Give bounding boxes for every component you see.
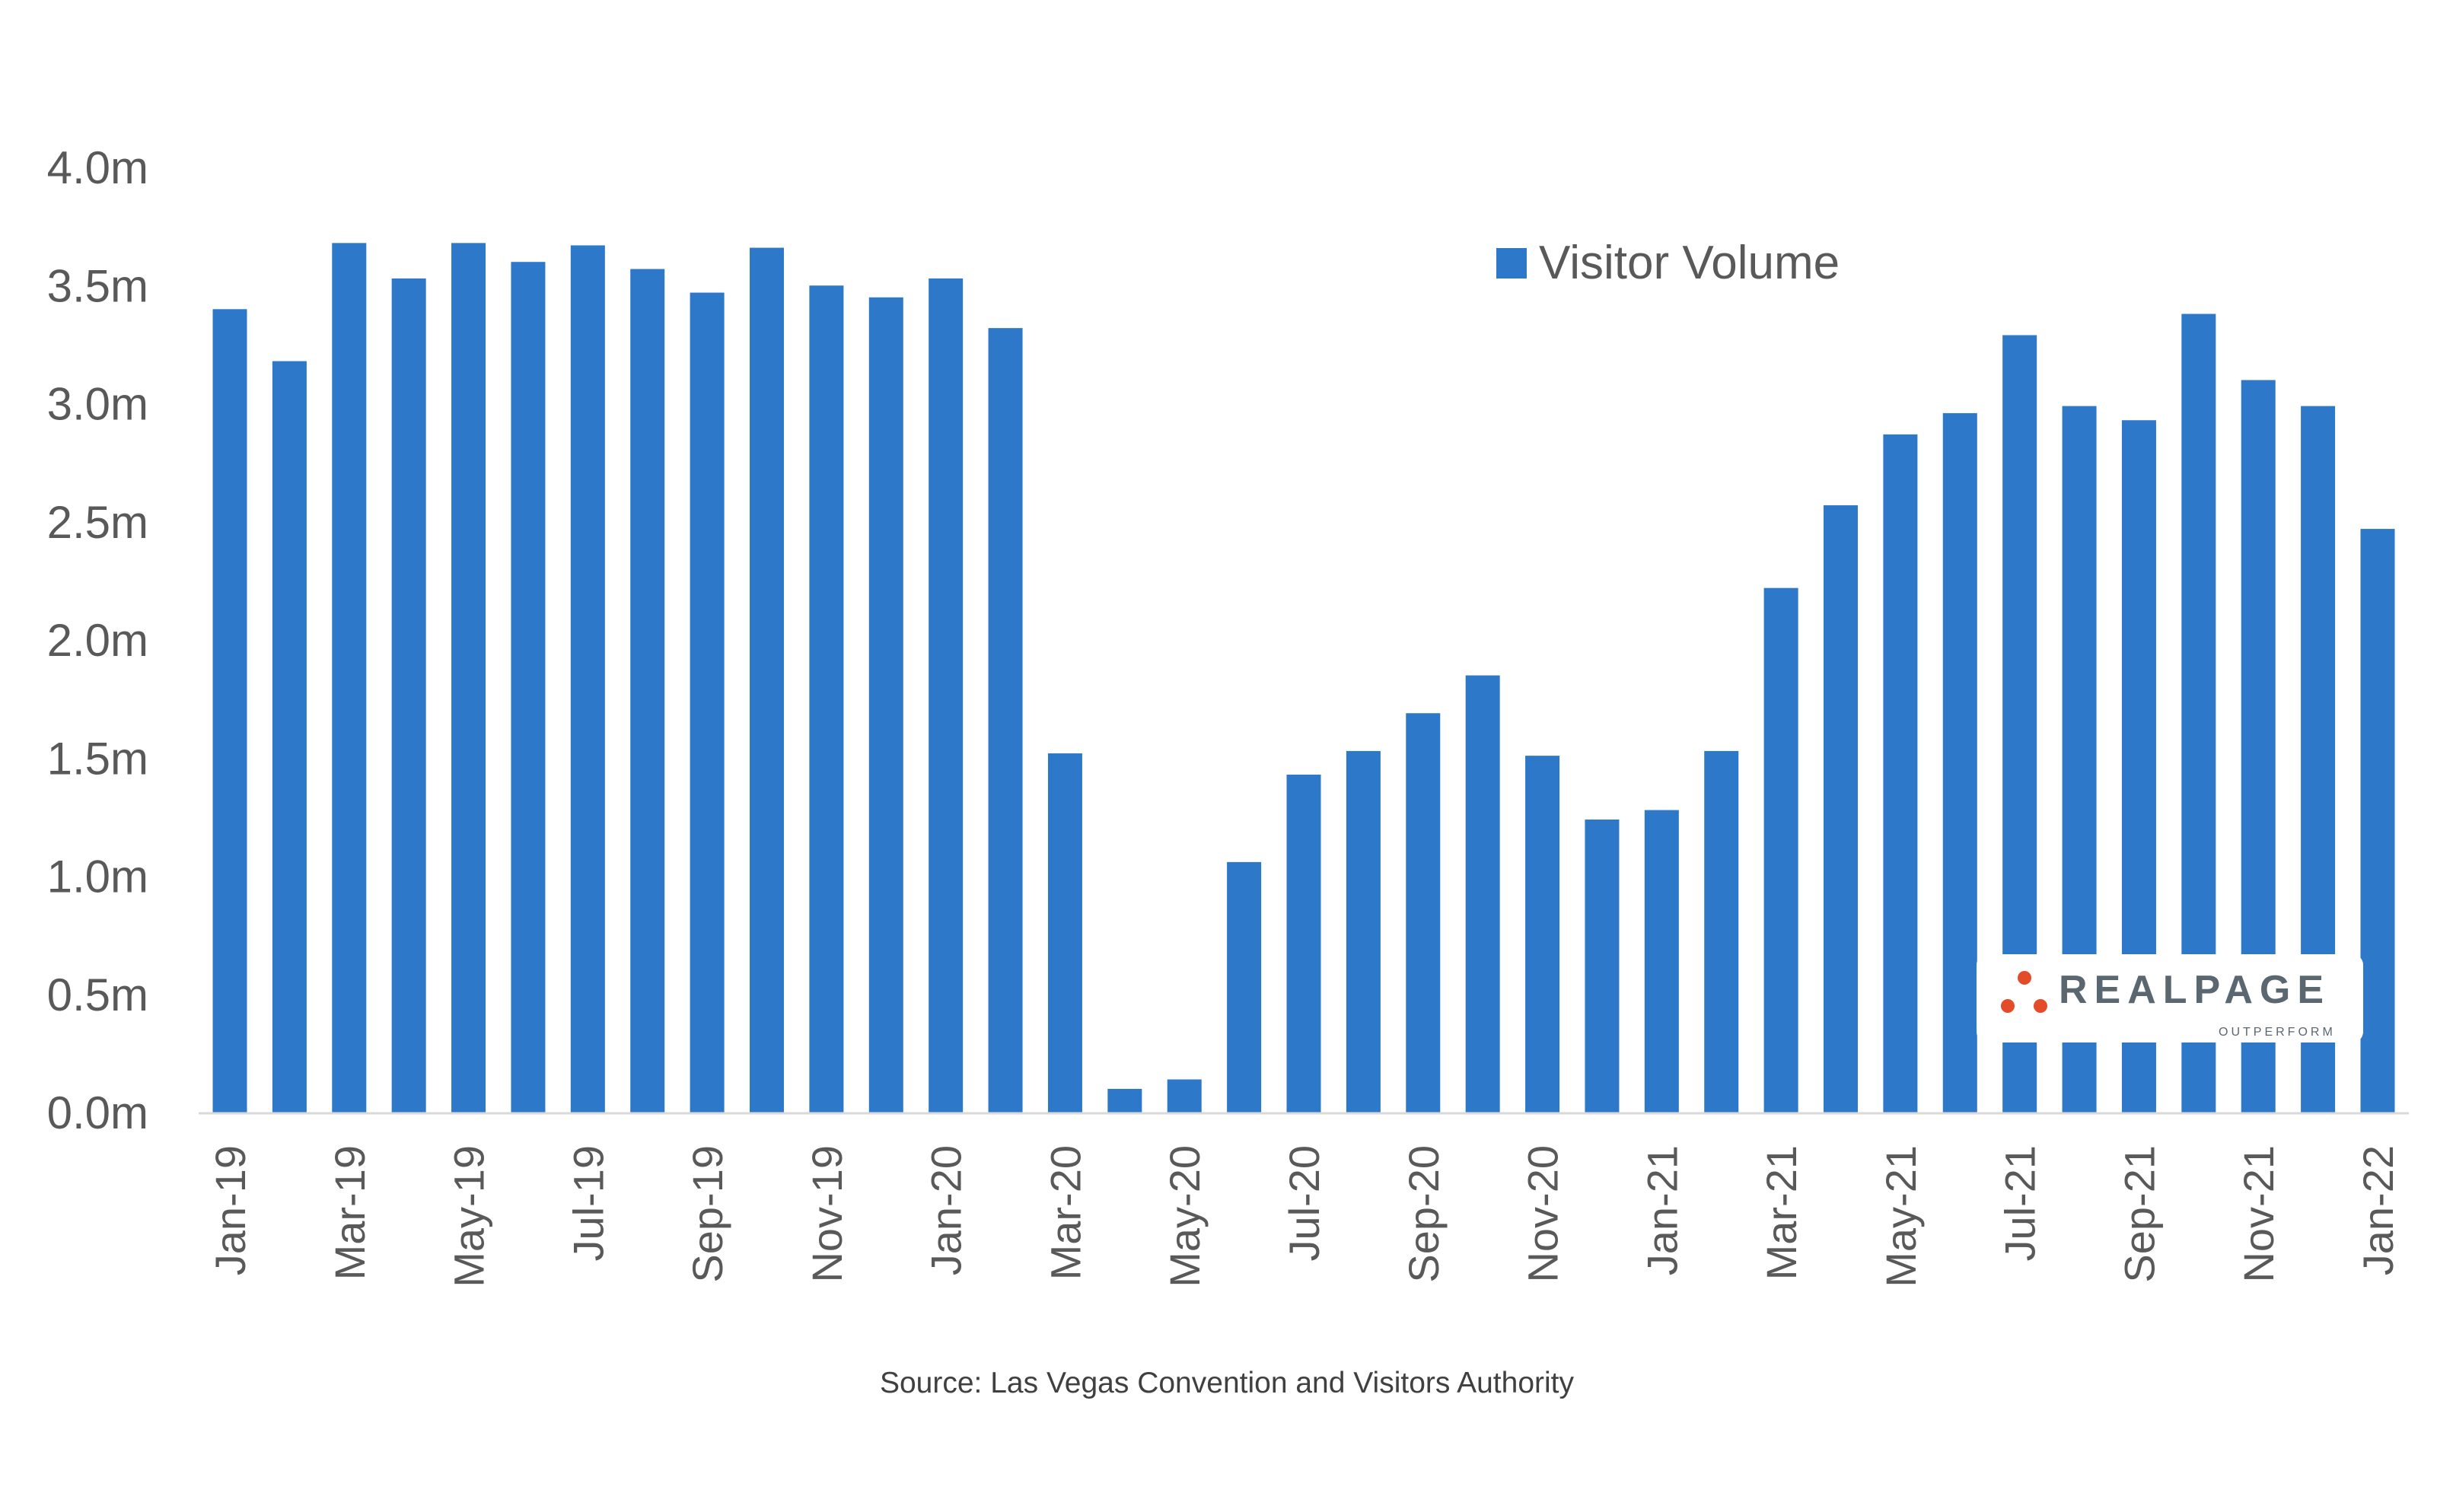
bar-Dec-19	[868, 297, 903, 1113]
legend-label: Visitor Volume	[1539, 237, 1840, 289]
logo-dot	[2034, 999, 2047, 1013]
bar-Oct-20	[1465, 675, 1500, 1113]
logo-dot	[2001, 999, 2015, 1013]
bar-Jan-19	[212, 309, 247, 1113]
bar-Jun-19	[511, 262, 546, 1113]
x-tick-label: Jan-21	[1638, 1145, 1686, 1275]
legend: Visitor Volume	[1496, 237, 1840, 289]
x-tick-label: Jan-20	[922, 1145, 970, 1275]
source-note: Source: Las Vegas Convention and Visitor…	[880, 1367, 1575, 1399]
bar-Sep-20	[1406, 713, 1441, 1113]
logo-tagline: OUTPERFORM	[2219, 1026, 2336, 1039]
x-tick-label: Sep-19	[683, 1145, 731, 1283]
x-tick-label: Jul-19	[564, 1145, 612, 1262]
bar-Jul-20	[1286, 774, 1321, 1113]
x-axis-ticks: Jan-19 Mar-19 May-19 Jul-19 Sep-19 Nov-19 Jan-…	[206, 1145, 2402, 1288]
x-tick-label: Nov-21	[2235, 1145, 2282, 1283]
bar-May-19	[451, 243, 486, 1113]
legend-swatch	[1496, 248, 1527, 279]
bar-Dec-20	[1585, 819, 1620, 1113]
y-tick-label: 2.0m	[47, 615, 148, 666]
x-tick-label: Mar-19	[326, 1145, 374, 1280]
x-tick-label: Jul-20	[1280, 1145, 1328, 1262]
bar-Jan-20	[929, 278, 964, 1113]
bar-Aug-19	[630, 269, 665, 1113]
x-tick-label: May-20	[1161, 1145, 1209, 1288]
bars-group	[212, 243, 2395, 1113]
x-tick-label: Mar-20	[1041, 1145, 1089, 1280]
bar-Mar-21	[1763, 587, 1798, 1113]
x-tick-label: May-19	[445, 1145, 493, 1288]
y-tick-label: 0.5m	[47, 969, 148, 1020]
bar-Mar-19	[332, 243, 367, 1113]
bar-May-21	[1883, 434, 1918, 1113]
bar-Jan-21	[1644, 810, 1679, 1113]
x-tick-label: Nov-20	[1519, 1145, 1567, 1283]
bar-Oct-19	[750, 247, 784, 1113]
logo-background	[1977, 954, 2363, 1042]
bar-Feb-21	[1704, 750, 1739, 1113]
y-tick-label: 1.0m	[47, 851, 148, 902]
x-tick-label: Jul-21	[1996, 1145, 2044, 1262]
logo-text: REALPAGE	[2059, 968, 2330, 1012]
y-tick-label: 3.0m	[47, 379, 148, 430]
x-tick-label: Sep-21	[2115, 1145, 2163, 1283]
y-tick-label: 2.5m	[47, 497, 148, 548]
bar-May-20	[1167, 1079, 1202, 1113]
x-tick-label: Jan-22	[2354, 1145, 2402, 1275]
bar-Sep-19	[690, 292, 725, 1113]
logo-dot	[2018, 971, 2031, 985]
x-tick-label: May-21	[1877, 1145, 1925, 1288]
y-tick-label: 4.0m	[47, 142, 148, 193]
realpage-logo: REALPAGE OUTPERFORM	[1977, 954, 2363, 1042]
bar-Apr-21	[1824, 505, 1858, 1113]
x-tick-label: Sep-20	[1400, 1145, 1448, 1283]
bar-Jun-21	[1942, 412, 1977, 1113]
y-tick-label: 3.5m	[47, 260, 148, 311]
bar-Apr-20	[1107, 1088, 1142, 1113]
y-axis-ticks: 0.0m 0.5m 1.0m 1.5m 2.0m 2.5m 3.0m 3.5m 4.0m	[47, 142, 148, 1138]
bar-Mar-20	[1047, 753, 1082, 1113]
x-tick-label: Jan-19	[206, 1145, 254, 1275]
bar-Apr-19	[391, 278, 426, 1113]
y-tick-label: 0.0m	[47, 1087, 148, 1138]
x-tick-label: Mar-21	[1757, 1145, 1805, 1280]
bar-Jul-19	[570, 245, 605, 1113]
bar-Feb-19	[272, 361, 307, 1113]
bar-Aug-20	[1346, 750, 1381, 1113]
x-tick-label: Nov-19	[803, 1145, 851, 1283]
bar-Feb-20	[988, 328, 1023, 1113]
bar-Nov-19	[809, 285, 844, 1113]
y-tick-label: 1.5m	[47, 733, 148, 784]
bar-Jun-20	[1227, 861, 1262, 1113]
bar-Nov-20	[1525, 756, 1560, 1113]
bar-Jan-22	[2360, 529, 2395, 1113]
